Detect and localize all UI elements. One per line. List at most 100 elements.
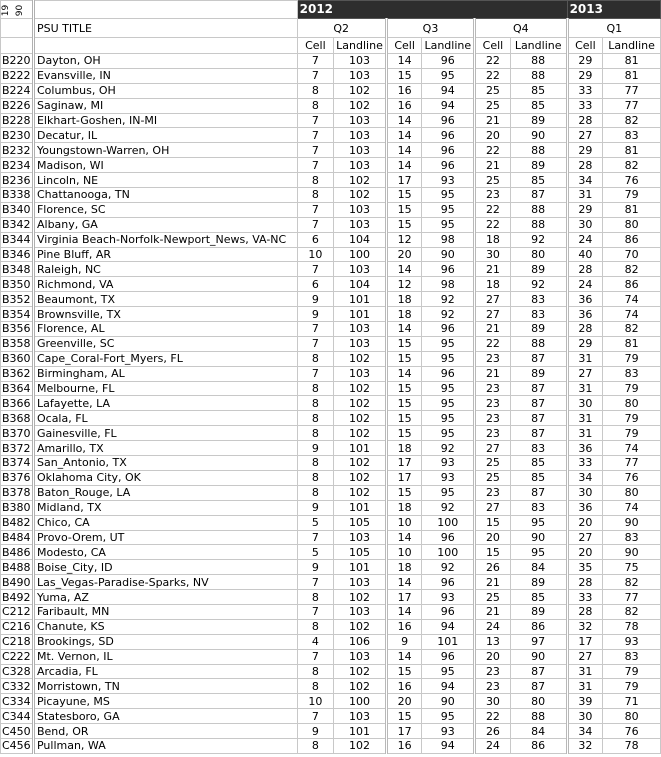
table-row[interactable]: B378 Baton_Rouge, LA 8 102 15 95 23 87 30 80 [0,484,661,501]
q2-cell[interactable]: 7 [296,365,335,382]
q3-cell[interactable]: 14 [384,142,423,159]
q4-cell[interactable]: 21 [473,112,511,129]
table-row[interactable]: B228 Elkhart-Goshen, IN-MI 7 103 14 96 21 89 28 8… [0,112,661,129]
q4-cell[interactable]: 30 [473,693,511,710]
q2-cell[interactable]: 7 [296,53,335,69]
q2-landline[interactable]: 102 [333,350,387,367]
psu-code[interactable]: B220 [0,53,34,69]
table-row[interactable]: B486 Modesto, CA 5 105 10 100 15 95 20 90 [0,544,661,561]
q4-cell[interactable]: 25 [473,97,511,114]
q4-landline[interactable]: 85 [509,97,568,114]
q2-cell[interactable]: 8 [296,187,335,203]
table-row[interactable]: B224 Columbus, OH 8 102 16 94 25 85 33 77 [0,82,661,99]
q3-landline[interactable]: 95 [421,663,476,680]
q3-cell[interactable]: 15 [384,380,423,397]
table-row[interactable]: C456 Pullman, WA 8 102 16 94 24 86 32 78 [0,737,661,754]
psu-code[interactable]: C216 [0,618,34,635]
q3-cell[interactable]: 14 [384,261,423,278]
q3-cell[interactable]: 20 [384,246,423,263]
table-row[interactable]: B380 Midland, TX 9 101 18 92 27 83 36 74 [0,499,661,516]
q3-landline[interactable]: 90 [421,246,476,263]
q1-cell[interactable]: 20 [565,544,604,561]
q1-landline[interactable]: 79 [602,410,661,427]
psu-code[interactable]: B492 [0,589,34,605]
q4-landline[interactable]: 89 [509,365,568,382]
q3-landline[interactable]: 92 [421,559,476,576]
q4-landline[interactable]: 85 [509,589,568,605]
q3-cell[interactable]: 16 [384,618,423,635]
psu-code[interactable]: B350 [0,276,34,293]
q2-cell[interactable]: 6 [296,276,335,293]
q3-cell[interactable]: 17 [384,469,423,486]
q1-landline[interactable]: 83 [602,365,661,382]
q2-landline[interactable]: 101 [333,291,387,308]
q3-cell[interactable]: 16 [384,737,423,754]
psu-code[interactable]: B362 [0,365,34,382]
q4-cell[interactable]: 26 [473,559,511,576]
psu-code[interactable]: C328 [0,663,34,680]
q2-cell[interactable]: 10 [296,693,335,710]
q4-landline[interactable]: 89 [509,112,568,129]
psu-code[interactable]: B376 [0,469,34,486]
q3-landline[interactable]: 96 [421,365,476,382]
psu-title[interactable]: Decatur, IL [31,127,298,144]
q2-landline[interactable]: 103 [333,648,387,665]
q2-cell[interactable]: 8 [296,380,335,397]
psu-title[interactable]: Ocala, FL [31,410,298,427]
q1-cell[interactable]: 34 [565,469,604,486]
q2-landline[interactable]: 103 [333,201,387,218]
q2-cell[interactable]: 8 [296,425,335,442]
q3-landline[interactable]: 101 [421,633,476,650]
q3-landline[interactable]: 100 [421,544,476,561]
psu-code[interactable]: B230 [0,127,34,144]
q3-landline[interactable]: 93 [421,723,476,739]
psu-title[interactable]: Columbus, OH [31,82,298,99]
q1-cell[interactable]: 36 [565,499,604,516]
q1-landline[interactable]: 74 [602,306,661,323]
q4-landline[interactable]: 89 [509,321,568,337]
psu-code[interactable]: C344 [0,708,34,725]
q1-cell[interactable]: 36 [565,440,604,457]
q3-cell[interactable]: 9 [384,633,423,650]
table-row[interactable]: B338 Chattanooga, TN 8 102 15 95 23 87 31 79 [0,187,661,203]
q2-landline[interactable]: 102 [333,618,387,635]
q4-cell[interactable]: 23 [473,187,511,203]
psu-code[interactable]: C222 [0,648,34,665]
table-row[interactable]: C344 Statesboro, GA 7 103 15 95 22 88 30 80 [0,708,661,725]
psu-title[interactable]: Statesboro, GA [31,708,298,725]
table-row[interactable]: B374 San_Antonio, TX 8 102 17 93 25 85 33 77 [0,455,661,471]
q3-cell[interactable]: 17 [384,589,423,605]
q4-landline[interactable]: 85 [509,469,568,486]
psu-title[interactable]: Melbourne, FL [31,380,298,397]
q1-landline[interactable]: 82 [602,112,661,129]
q4-landline[interactable]: 97 [509,633,568,650]
q1-cell[interactable]: 27 [565,365,604,382]
q2-cell[interactable]: 8 [296,97,335,114]
q3-cell[interactable]: 15 [384,350,423,367]
q2-landline[interactable]: 103 [333,574,387,591]
q1-cell[interactable]: 24 [565,276,604,293]
q1-landline[interactable]: 86 [602,231,661,248]
psu-code[interactable]: B486 [0,544,34,561]
q3-landline[interactable]: 92 [421,499,476,516]
q1-cell[interactable]: 36 [565,291,604,308]
q4-cell[interactable]: 24 [473,618,511,635]
q2-landline[interactable]: 102 [333,82,387,99]
q4-cell[interactable]: 23 [473,663,511,680]
q4-cell[interactable]: 22 [473,708,511,725]
q1-cell[interactable]: 33 [565,589,604,605]
q2-landline[interactable]: 102 [333,589,387,605]
q2-landline[interactable]: 104 [333,231,387,248]
q2-landline[interactable]: 102 [333,663,387,680]
q1-landline[interactable]: 80 [602,708,661,725]
psu-title[interactable]: Morristown, TN [31,678,298,695]
q4-cell[interactable]: 18 [473,276,511,293]
q1-cell[interactable]: 30 [565,484,604,501]
q1-landline[interactable]: 71 [602,693,661,710]
q2-cell[interactable]: 7 [296,574,335,591]
table-row[interactable]: B362 Birmingham, AL 7 103 14 96 21 89 27 83 [0,365,661,382]
q4-landline[interactable]: 85 [509,82,568,99]
table-row[interactable]: B234 Madison, WI 7 103 14 96 21 89 28 82 [0,157,661,174]
q2-cell[interactable]: 8 [296,484,335,501]
q4-landline[interactable]: 87 [509,663,568,680]
